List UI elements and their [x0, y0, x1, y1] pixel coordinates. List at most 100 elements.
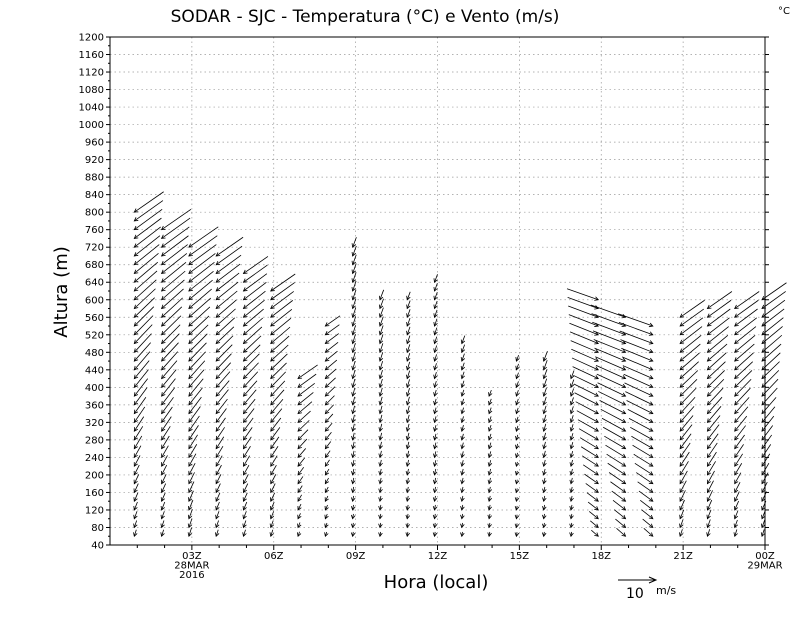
y-tick-label: 120: [85, 505, 104, 516]
wind-vector-head: [542, 479, 547, 485]
wind-vector: [604, 435, 626, 450]
wind-vector-head: [515, 418, 520, 424]
wind-vector: [270, 326, 291, 344]
wind-vector: [707, 387, 724, 406]
wind-vector-head: [734, 479, 739, 485]
wind-vector: [406, 396, 410, 405]
wind-vector: [572, 366, 599, 379]
y-tick-label: 1120: [79, 68, 104, 79]
wind-vector-head: [297, 383, 303, 388]
wind-vector: [161, 511, 165, 519]
wind-vector-head: [514, 497, 520, 503]
wind-vector-head: [160, 287, 166, 292]
wind-vector: [734, 406, 749, 423]
wind-vector-head: [270, 339, 275, 345]
wind-vector: [570, 379, 575, 388]
wind-vector-head: [460, 374, 466, 380]
wind-vector-head: [378, 295, 384, 301]
wind-vector: [570, 397, 574, 405]
wind-vector-head: [242, 278, 248, 283]
wind-vector: [615, 518, 626, 528]
wind-vector-head: [270, 313, 275, 318]
wind-vector-head: [594, 462, 599, 467]
wind-vector: [134, 306, 155, 327]
wind-vector: [461, 477, 464, 484]
wind-vector: [679, 461, 689, 476]
wind-vector: [297, 448, 307, 458]
wind-vector: [570, 433, 574, 441]
wind-vector: [270, 317, 292, 336]
wind-vector: [243, 371, 259, 388]
wind-vector: [573, 374, 599, 388]
wind-vector: [679, 433, 692, 449]
wind-vector-head: [297, 488, 302, 494]
wind-vector: [679, 335, 702, 353]
wind-vector-head: [351, 444, 356, 450]
wind-vector-head: [242, 287, 248, 292]
wind-vector-head: [242, 339, 248, 345]
wind-vector-head: [242, 269, 248, 274]
wind-vector: [734, 326, 757, 344]
wind-arrows: [133, 191, 787, 538]
wind-vector: [324, 468, 330, 476]
wind-vector-head: [515, 374, 520, 380]
wind-vector-head: [734, 374, 739, 380]
wind-vector-head: [324, 523, 329, 529]
wind-vector-head: [733, 532, 738, 538]
wind-vector-head: [160, 260, 166, 266]
wind-vector: [461, 425, 464, 432]
wind-vector: [578, 428, 599, 441]
wind-vector-head: [161, 392, 166, 397]
wind-vector-head: [648, 462, 654, 467]
wind-vector-head: [242, 409, 248, 415]
wind-vector-head: [460, 444, 465, 450]
wind-vector: [434, 451, 437, 458]
wind-vector: [188, 315, 210, 336]
wind-vector: [623, 373, 653, 388]
wind-vector: [707, 361, 726, 379]
wind-vector-head: [188, 365, 193, 371]
wind-vector-head: [215, 523, 220, 529]
wind-vector: [543, 414, 547, 423]
wind-vector-head: [215, 427, 220, 432]
wind-vector: [633, 453, 654, 467]
wind-vector-head: [594, 401, 599, 406]
wind-vector-head: [460, 409, 465, 415]
wind-vector-head: [569, 444, 575, 450]
wind-vector: [707, 317, 730, 336]
wind-vector: [734, 491, 740, 502]
wind-vector-head: [433, 357, 438, 362]
wind-vector: [607, 462, 626, 476]
wind-vector-head: [734, 339, 739, 345]
wind-vector: [461, 398, 465, 405]
wind-vector-head: [133, 462, 138, 467]
wind-vector-head: [542, 453, 547, 459]
y-tick-label: 920: [85, 155, 104, 166]
wind-vector-head: [297, 497, 302, 502]
wind-vector-head: [433, 313, 438, 319]
wind-vector-head: [621, 375, 627, 380]
wind-vector-head: [133, 339, 139, 345]
wind-vector: [593, 339, 626, 353]
wind-vector-head: [161, 418, 166, 424]
wind-vector: [215, 398, 228, 414]
y-tick-label: 480: [85, 348, 104, 359]
wind-vector: [188, 462, 196, 476]
wind-vector: [596, 373, 626, 388]
wind-vector: [707, 299, 732, 318]
wind-vector-head: [648, 532, 654, 537]
wind-vector-head: [569, 479, 574, 485]
wind-vector-head: [324, 427, 330, 432]
wind-vector-head: [487, 488, 493, 494]
wind-vector: [643, 528, 654, 537]
wind-vector-head: [487, 470, 493, 476]
wind-vector: [570, 468, 573, 476]
wind-vector-head: [734, 400, 739, 406]
wind-vector-head: [569, 497, 574, 503]
wind-vector-head: [378, 479, 383, 485]
wind-vector-head: [487, 514, 492, 520]
wind-vector-head: [215, 444, 220, 450]
wind-vector: [707, 308, 731, 327]
wind-vector: [761, 434, 773, 449]
wind-vector: [568, 314, 599, 327]
